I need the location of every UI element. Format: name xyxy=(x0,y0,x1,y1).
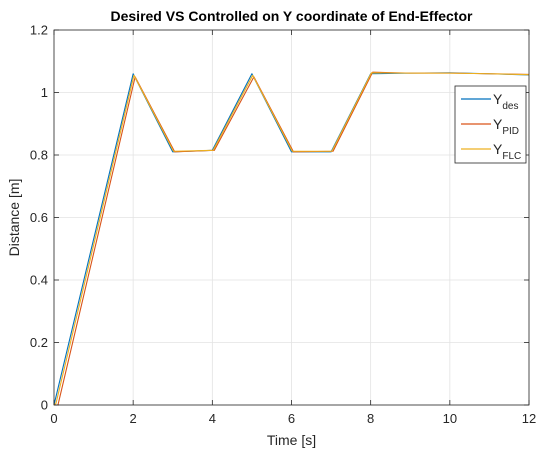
y-tick-label: 0.6 xyxy=(30,210,48,225)
legend-entry-subscript: PID xyxy=(502,126,519,137)
legend-entry-subscript: FLC xyxy=(502,151,521,162)
x-tick-label: 0 xyxy=(50,411,57,426)
y-axis-label: Distance [m] xyxy=(6,179,22,257)
y-tick-label: 0.4 xyxy=(30,273,48,288)
legend-entry-subscript: des xyxy=(502,101,518,112)
x-tick-label: 8 xyxy=(367,411,374,426)
y-tick-label: 1 xyxy=(41,85,48,100)
legend-entry-main: Y xyxy=(493,116,503,132)
ticks: 0 2 4 6 8 10 12 0 0.2 0.4 0.6 0.8 1 1.2 xyxy=(30,23,536,427)
chart-title: Desired VS Controlled on Y coordinate of… xyxy=(111,8,474,24)
series-line-flc xyxy=(53,72,530,406)
series-layer xyxy=(53,71,530,406)
y-tick-label: 0.8 xyxy=(30,148,48,163)
x-tick-label: 6 xyxy=(288,411,295,426)
x-tick-label: 2 xyxy=(130,411,137,426)
y-tick-label: 1.2 xyxy=(30,23,48,38)
y-tick-label: 0.2 xyxy=(30,335,48,350)
x-axis-label: Time [s] xyxy=(267,432,316,448)
x-tick-label: 10 xyxy=(443,411,457,426)
legend-entry-main: Y xyxy=(493,141,503,157)
legend-entry: YPID xyxy=(493,116,519,137)
legend-entry: YFLC xyxy=(493,141,521,162)
legend-entry: Ydes xyxy=(493,91,518,112)
y-tick-label: 0 xyxy=(41,398,48,413)
x-tick-label: 12 xyxy=(522,411,536,426)
legend-entry-main: Y xyxy=(493,91,503,107)
x-tick-label: 4 xyxy=(209,411,216,426)
